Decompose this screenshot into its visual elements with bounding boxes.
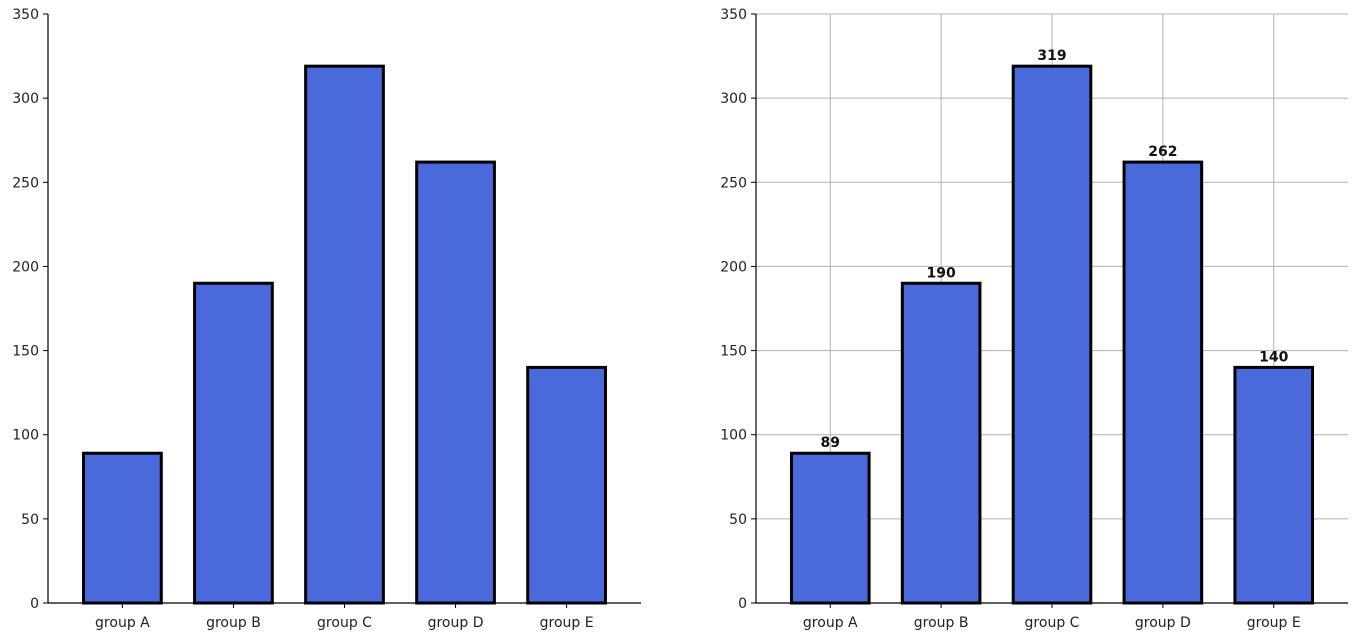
y-tick-label: 350 xyxy=(12,7,39,23)
y-tick-label: 100 xyxy=(720,428,747,444)
x-tick-label: group A xyxy=(95,615,150,631)
bar-group-a xyxy=(789,451,871,605)
y-tick-label: 200 xyxy=(12,259,39,275)
bar-group-e xyxy=(526,365,607,605)
x-tick-label: group A xyxy=(803,615,858,631)
y-tick-label: 50 xyxy=(729,512,747,528)
bar-group-b xyxy=(900,281,982,605)
x-tick-label: group D xyxy=(428,615,484,631)
chart-right: 89 190 319 262 140 0 50 100 150 200 250 300 350 group… xyxy=(720,7,1348,631)
y-tick-label: 100 xyxy=(12,428,39,444)
x-tick-label: group E xyxy=(540,615,594,631)
y-tick-label: 300 xyxy=(12,91,39,107)
x-tick-label: group E xyxy=(1247,615,1301,631)
bar-group-c xyxy=(1011,64,1093,605)
y-tick-label: 250 xyxy=(12,175,39,191)
x-tick-label: group C xyxy=(317,615,372,631)
data-label: 89 xyxy=(821,435,840,451)
bar-group-d xyxy=(1122,160,1204,605)
data-label: 319 xyxy=(1037,48,1066,64)
y-tick-label: 0 xyxy=(738,596,747,612)
data-label: 140 xyxy=(1259,349,1288,365)
x-tick-label: group B xyxy=(914,615,969,631)
y-tick-label: 0 xyxy=(30,596,39,612)
x-tick-label: group B xyxy=(206,615,261,631)
y-tick-label: 350 xyxy=(720,7,747,23)
chart-left: 0 50 100 150 200 250 300 350 group A group B group… xyxy=(12,7,641,631)
y-tick-label: 50 xyxy=(21,512,39,528)
y-tick-label: 250 xyxy=(720,175,747,191)
y-tick-label: 150 xyxy=(12,344,39,360)
y-tick-label: 150 xyxy=(720,344,747,360)
data-label: 190 xyxy=(927,265,956,281)
bar-group-a xyxy=(82,451,163,605)
x-tick-label: group C xyxy=(1025,615,1080,631)
x-tick-label: group D xyxy=(1135,615,1191,631)
bar-group-d xyxy=(415,160,496,605)
bar-group-b xyxy=(193,281,274,605)
y-tick-label: 200 xyxy=(720,259,747,275)
bar-group-c xyxy=(304,64,385,605)
y-tick-label: 300 xyxy=(720,91,747,107)
data-label: 262 xyxy=(1148,144,1177,160)
bar-group-e xyxy=(1233,365,1315,605)
